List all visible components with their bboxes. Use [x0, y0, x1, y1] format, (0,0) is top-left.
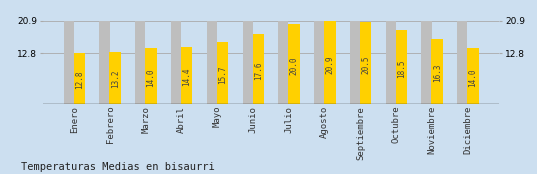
- Bar: [217, 42, 228, 104]
- Bar: [252, 34, 264, 104]
- Bar: [171, 21, 181, 104]
- Bar: [396, 30, 407, 104]
- Bar: [467, 48, 478, 104]
- Bar: [74, 53, 85, 104]
- Bar: [431, 39, 443, 104]
- Bar: [360, 22, 371, 104]
- Bar: [181, 47, 192, 104]
- Text: Temperaturas Medias en bisaurri: Temperaturas Medias en bisaurri: [21, 162, 215, 172]
- Bar: [422, 21, 432, 104]
- Bar: [243, 21, 252, 104]
- Bar: [64, 21, 74, 104]
- Text: 16.3: 16.3: [433, 64, 441, 82]
- Text: 14.0: 14.0: [468, 68, 477, 87]
- Text: 20.0: 20.0: [289, 57, 299, 75]
- Bar: [278, 21, 288, 104]
- Bar: [314, 21, 324, 104]
- Text: 12.8: 12.8: [75, 71, 84, 89]
- Text: 14.0: 14.0: [147, 68, 155, 87]
- Bar: [207, 21, 217, 104]
- Bar: [145, 48, 157, 104]
- Text: 20.9: 20.9: [325, 55, 335, 74]
- Text: 14.4: 14.4: [182, 68, 191, 86]
- Text: 17.6: 17.6: [254, 61, 263, 80]
- Text: 13.2: 13.2: [111, 70, 120, 88]
- Bar: [458, 21, 467, 104]
- Bar: [99, 21, 110, 104]
- Text: 15.7: 15.7: [218, 65, 227, 84]
- Bar: [386, 21, 396, 104]
- Text: 20.5: 20.5: [361, 56, 370, 74]
- Bar: [135, 21, 146, 104]
- Bar: [110, 52, 121, 104]
- Bar: [350, 21, 360, 104]
- Bar: [288, 24, 300, 104]
- Bar: [324, 21, 336, 104]
- Text: 18.5: 18.5: [397, 60, 406, 78]
